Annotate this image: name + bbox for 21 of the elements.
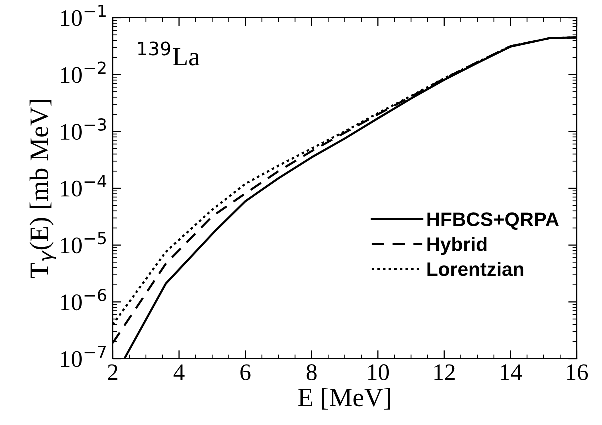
y-tick-label: 10$^{−4}$ xyxy=(61,175,107,197)
y-tick-label: 10$^{−6}$ xyxy=(61,289,106,311)
x-tick-label: 14 xyxy=(500,364,522,380)
x-tick-label: 4 xyxy=(174,364,185,380)
annotation: $^{139}$La xyxy=(138,42,200,66)
y-tick-label: 10$^{−3}$ xyxy=(61,118,106,140)
x-tick-label: 12 xyxy=(434,364,455,380)
y-tick-label: 10$^{−5}$ xyxy=(61,232,106,254)
x-tick-label: 2 xyxy=(108,364,118,380)
x-axis-title: E [MeV] xyxy=(298,388,390,410)
y-tick-label: 10$^{−1}$ xyxy=(61,4,106,26)
legend-label: Hybrid xyxy=(428,237,487,256)
x-tick-label: 10 xyxy=(368,364,390,380)
legend-label: Lorentzian xyxy=(428,262,524,276)
x-tick-label: 6 xyxy=(240,364,251,380)
legend-label: HFBCS+QRPA xyxy=(428,212,559,230)
y-tick-label: 10$^{−2}$ xyxy=(61,62,106,84)
x-tick-label: 8 xyxy=(306,364,317,380)
y-tick-label: 10$^{−7}$ xyxy=(61,346,106,368)
y-axis-title: T$_{γ}$(E) [mb MeV] xyxy=(30,100,56,278)
x-tick-label: 16 xyxy=(567,364,588,380)
